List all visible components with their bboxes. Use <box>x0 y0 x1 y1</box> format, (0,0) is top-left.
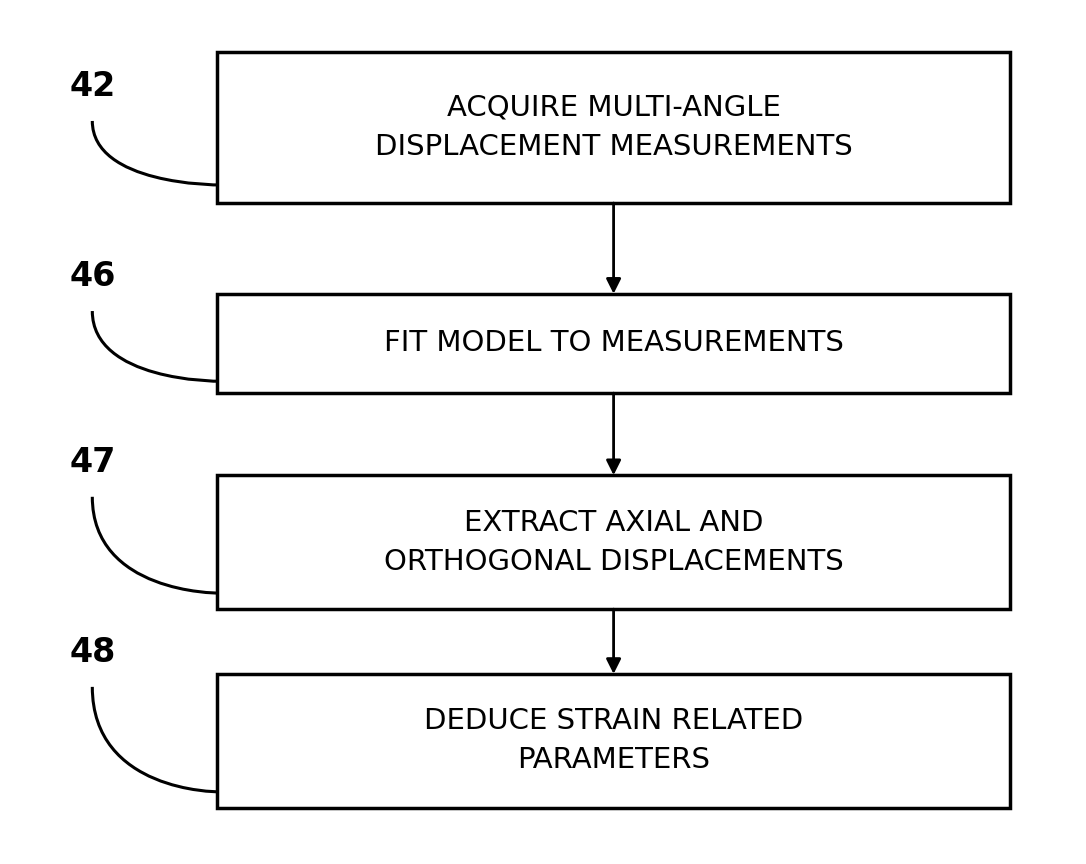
Text: 42: 42 <box>70 70 115 103</box>
Text: 48: 48 <box>70 636 115 669</box>
Text: FIT MODEL TO MEASUREMENTS: FIT MODEL TO MEASUREMENTS <box>383 329 844 358</box>
Bar <box>217 475 1010 609</box>
Text: DEDUCE STRAIN RELATED
PARAMETERS: DEDUCE STRAIN RELATED PARAMETERS <box>424 708 804 774</box>
Text: ACQUIRE MULTI-ANGLE
DISPLACEMENT MEASUREMENTS: ACQUIRE MULTI-ANGLE DISPLACEMENT MEASURE… <box>375 94 853 161</box>
Text: EXTRACT AXIAL AND
ORTHOGONAL DISPLACEMENTS: EXTRACT AXIAL AND ORTHOGONAL DISPLACEMEN… <box>383 509 844 575</box>
Bar <box>217 674 1010 808</box>
Text: 47: 47 <box>70 446 115 479</box>
Bar <box>217 52 1010 203</box>
Text: 46: 46 <box>70 260 115 293</box>
Bar <box>217 294 1010 393</box>
